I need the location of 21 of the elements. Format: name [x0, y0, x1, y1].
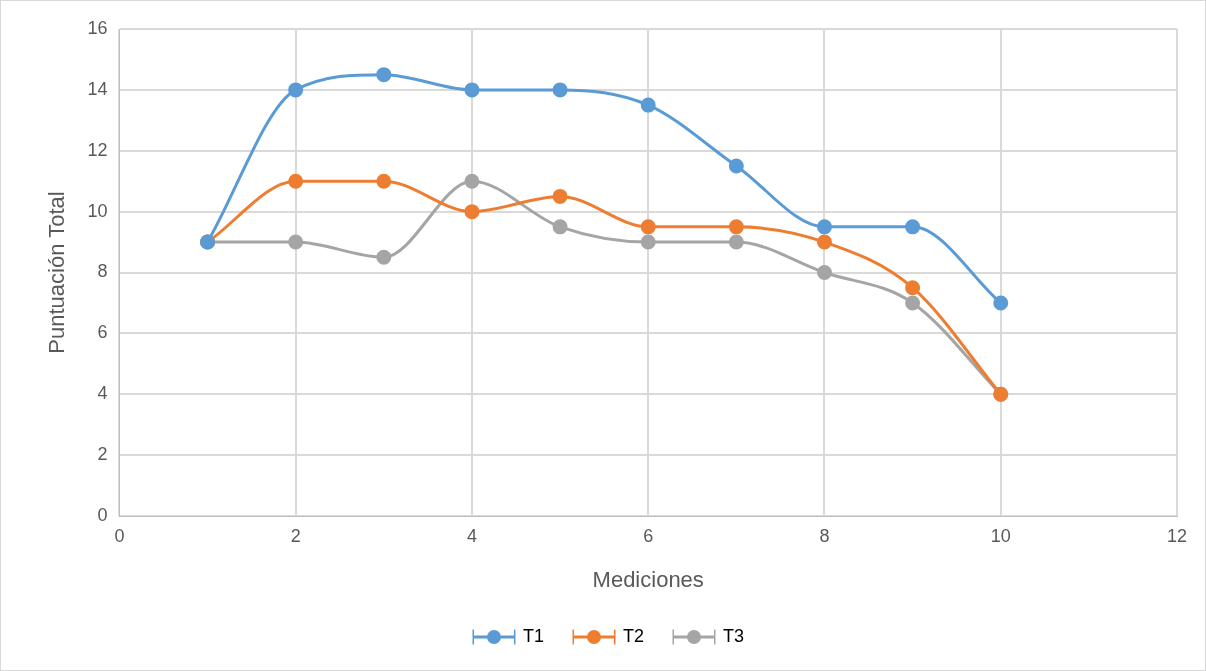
- y-tick-label: 6: [97, 322, 108, 343]
- x-tick-label: 10: [990, 525, 1011, 546]
- x-tick-label: 6: [643, 525, 654, 546]
- y-tick-label: 10: [87, 200, 108, 221]
- y-tick-label: 4: [97, 383, 108, 404]
- x-tick-label: 8: [819, 525, 830, 546]
- legend-label: T3: [723, 625, 745, 646]
- y-axis-title: Puntuación Total: [44, 191, 70, 354]
- y-tick-label: 14: [87, 78, 108, 99]
- x-tick-label: 2: [290, 525, 301, 546]
- x-tick-label: 0: [114, 525, 125, 546]
- x-axis-title: Mediciones: [592, 566, 704, 592]
- legend-label: T2: [623, 625, 645, 646]
- y-tick-label: 2: [97, 444, 108, 465]
- y-tick-label: 12: [87, 139, 108, 160]
- y-tick-label: 16: [87, 17, 108, 38]
- x-tick-label: 4: [466, 525, 477, 546]
- y-tick-label: 8: [97, 261, 108, 282]
- legend-label: T1: [522, 625, 545, 646]
- x-tick-label: 12: [1166, 525, 1188, 546]
- y-tick-label: 0: [97, 504, 108, 525]
